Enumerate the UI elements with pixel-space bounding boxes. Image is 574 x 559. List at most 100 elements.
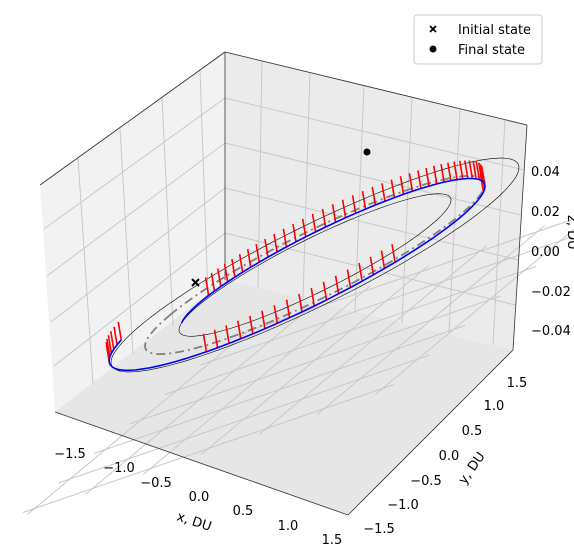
thrust-arrow bbox=[204, 277, 210, 296]
orbit-3 bbox=[110, 157, 520, 373]
thrust-arrow bbox=[458, 160, 464, 179]
initial-state-marker bbox=[191, 278, 200, 287]
z-tick-label: 0.04 bbox=[531, 165, 560, 180]
z-tick-label: 0.00 bbox=[531, 245, 560, 260]
thrust-arrow bbox=[210, 272, 216, 292]
x-tick-label: 0.0 bbox=[189, 490, 210, 505]
thrust-arrow bbox=[334, 275, 340, 294]
x-tick-labels: −1.5 −1.0 −0.5 0.0 0.5 1.0 1.5 bbox=[54, 447, 342, 548]
thrust-arrow bbox=[351, 195, 357, 214]
y-tick-labels: −1.5 −1.0 −0.5 0.00.51.01.5 bbox=[363, 376, 527, 537]
thrust-arrow bbox=[238, 254, 244, 273]
thrust-arrow bbox=[440, 164, 445, 183]
thrust-arrow bbox=[361, 190, 367, 210]
thrust-arrow bbox=[369, 256, 375, 275]
thrust-arrow bbox=[310, 287, 316, 307]
thrust-arrow bbox=[417, 170, 422, 189]
thrust-arrow bbox=[264, 238, 269, 258]
thrust-vectors bbox=[105, 160, 486, 364]
thrust-arrow bbox=[273, 233, 278, 253]
thrust-arrow bbox=[301, 218, 307, 237]
thrust-arrow bbox=[285, 299, 291, 318]
x-tick-label: −1.0 bbox=[103, 461, 135, 476]
z-tick-label: −0.04 bbox=[531, 324, 571, 339]
thrust-arrow bbox=[249, 315, 254, 334]
thrust-arrow bbox=[231, 258, 236, 278]
orbit-2 bbox=[144, 174, 486, 356]
thrust-arrow bbox=[106, 338, 111, 358]
thrust-arrow bbox=[202, 333, 208, 352]
thrust-arrow bbox=[292, 223, 297, 242]
y-tick-label: −0.5 bbox=[410, 474, 442, 489]
thrust-arrow bbox=[237, 320, 242, 339]
y-tick-label: 1.5 bbox=[507, 376, 528, 391]
thrust-arrow bbox=[479, 173, 485, 193]
thrust-arrow bbox=[399, 176, 405, 195]
x-tick-label: −0.5 bbox=[140, 476, 172, 491]
thrust-arrow bbox=[425, 167, 430, 187]
pane-floor bbox=[55, 280, 513, 515]
thrust-arrow bbox=[213, 329, 219, 348]
thrust-arrow bbox=[447, 162, 452, 181]
thrust-arrow bbox=[408, 173, 414, 192]
thrust-arrow bbox=[109, 331, 115, 350]
thrust-arrow bbox=[371, 186, 377, 206]
thrust-arrow bbox=[223, 263, 229, 282]
legend: Initial state Final state bbox=[413, 14, 543, 65]
thrust-arrow bbox=[381, 183, 386, 202]
legend-dot-icon bbox=[429, 45, 437, 53]
y-tick-label: −1.5 bbox=[363, 522, 395, 537]
x-axis-label: x, DU bbox=[175, 510, 213, 535]
y-tick-label: 0.5 bbox=[462, 424, 483, 439]
x-tick-label: 1.5 bbox=[322, 533, 343, 548]
thrust-arrow bbox=[322, 281, 328, 301]
thrust-arrow bbox=[432, 165, 438, 185]
thrust-arrow bbox=[464, 160, 469, 179]
legend-x-icon bbox=[429, 25, 437, 33]
y-tick-label: 0.0 bbox=[439, 449, 460, 464]
x-tick-label: 0.5 bbox=[233, 504, 254, 519]
z-axis-label: z, DU bbox=[564, 215, 574, 250]
thrust-arrow bbox=[331, 204, 337, 223]
thrust-arrow bbox=[246, 249, 252, 268]
y-tick-label: −1.0 bbox=[387, 498, 419, 513]
x-tick-label: 1.0 bbox=[278, 519, 299, 534]
z-tick-label: 0.02 bbox=[531, 205, 560, 220]
thrust-arrow bbox=[255, 244, 260, 263]
thrust-arrow bbox=[358, 263, 363, 282]
thrust-arrow bbox=[261, 310, 266, 329]
thrust-arrow bbox=[217, 268, 222, 287]
thrust-arrow bbox=[225, 325, 230, 344]
final-state-marker bbox=[363, 148, 371, 156]
trajectory-line bbox=[108, 177, 486, 372]
thrust-arrow bbox=[391, 244, 396, 263]
thrust-arrow bbox=[105, 342, 110, 361]
thrust-arrow bbox=[346, 269, 352, 288]
y-axis-label: y, DU bbox=[456, 450, 489, 488]
orbit-circles bbox=[110, 157, 520, 373]
thrust-arrow bbox=[472, 160, 477, 180]
thrust-arrow bbox=[273, 305, 279, 324]
z-tick-labels: −0.04 −0.02 0.00 0.02 0.04 bbox=[531, 165, 571, 339]
legend-final-label: Final state bbox=[458, 43, 525, 58]
thrust-arrow bbox=[480, 170, 486, 190]
z-tick-label: −0.02 bbox=[531, 285, 571, 300]
thrust-arrow bbox=[298, 293, 303, 313]
thrust-arrow bbox=[113, 326, 118, 345]
box-edges bbox=[39, 51, 528, 516]
thrust-arrow bbox=[311, 213, 317, 233]
thrust-arrow bbox=[107, 335, 113, 354]
thrust-arrow bbox=[475, 161, 481, 180]
x-tick-label: −1.5 bbox=[54, 447, 86, 462]
thrust-arrow bbox=[468, 160, 474, 179]
orbit-1 bbox=[178, 193, 452, 337]
thrust-arrow bbox=[117, 321, 123, 341]
thrust-arrow bbox=[380, 250, 386, 269]
y-tick-label: 1.0 bbox=[484, 399, 505, 414]
thrust-arrow bbox=[390, 179, 396, 198]
legend-initial-label: Initial state bbox=[458, 23, 531, 38]
thrust-arrow bbox=[282, 228, 288, 248]
thrust-arrow bbox=[453, 161, 458, 180]
pane-left bbox=[40, 52, 225, 412]
